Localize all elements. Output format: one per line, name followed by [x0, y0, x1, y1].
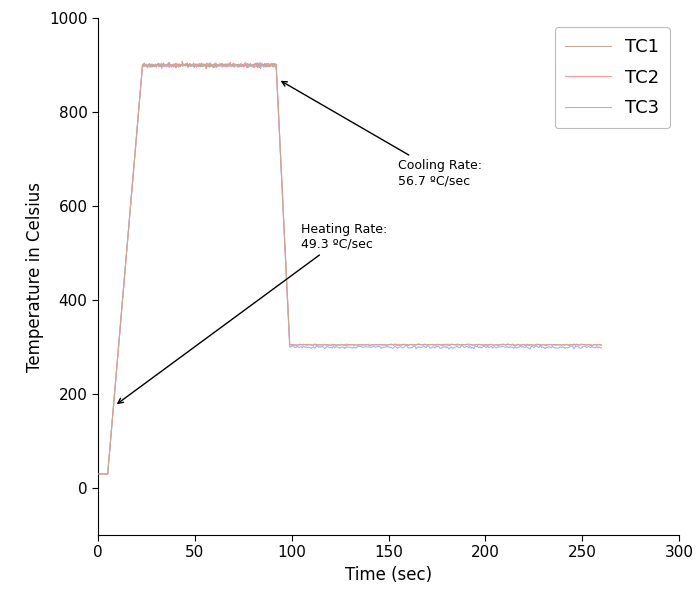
TC3 — [94, 471, 102, 478]
Line: TC2: TC2 — [98, 62, 601, 474]
Y-axis label: Temperature in Celsius: Temperature in Celsius — [25, 182, 43, 371]
TC1 — [171, 61, 179, 69]
TC3 — [127, 199, 135, 206]
Line: TC3: TC3 — [98, 63, 601, 474]
Legend: TC1, TC2, TC3: TC1, TC2, TC3 — [554, 27, 670, 128]
TC1 — [226, 62, 234, 69]
TC1 — [126, 202, 134, 210]
TC3 — [126, 202, 134, 210]
TC2 — [94, 471, 103, 478]
TC3 — [171, 61, 179, 69]
Text: Cooling Rate:
56.7 ºC/sec: Cooling Rate: 56.7 ºC/sec — [282, 81, 482, 187]
TC2 — [126, 202, 134, 210]
TC2 — [171, 60, 179, 67]
TC3 — [226, 62, 234, 69]
TC2 — [135, 99, 143, 106]
X-axis label: Time (sec): Time (sec) — [345, 566, 432, 584]
TC3 — [256, 59, 265, 66]
TC1 — [126, 206, 134, 213]
Line: TC1: TC1 — [98, 61, 601, 474]
TC2 — [94, 471, 102, 478]
TC1 — [597, 341, 606, 348]
TC3 — [135, 95, 143, 103]
TC2 — [226, 62, 234, 69]
TC1 — [178, 58, 186, 65]
Text: Heating Rate:
49.3 ºC/sec: Heating Rate: 49.3 ºC/sec — [118, 223, 388, 403]
TC2 — [126, 206, 134, 213]
TC3 — [94, 471, 103, 478]
TC2 — [226, 58, 234, 66]
TC3 — [104, 471, 112, 478]
TC2 — [597, 342, 606, 349]
TC1 — [135, 99, 143, 106]
TC3 — [597, 344, 606, 351]
TC1 — [94, 471, 102, 478]
TC1 — [94, 471, 103, 478]
